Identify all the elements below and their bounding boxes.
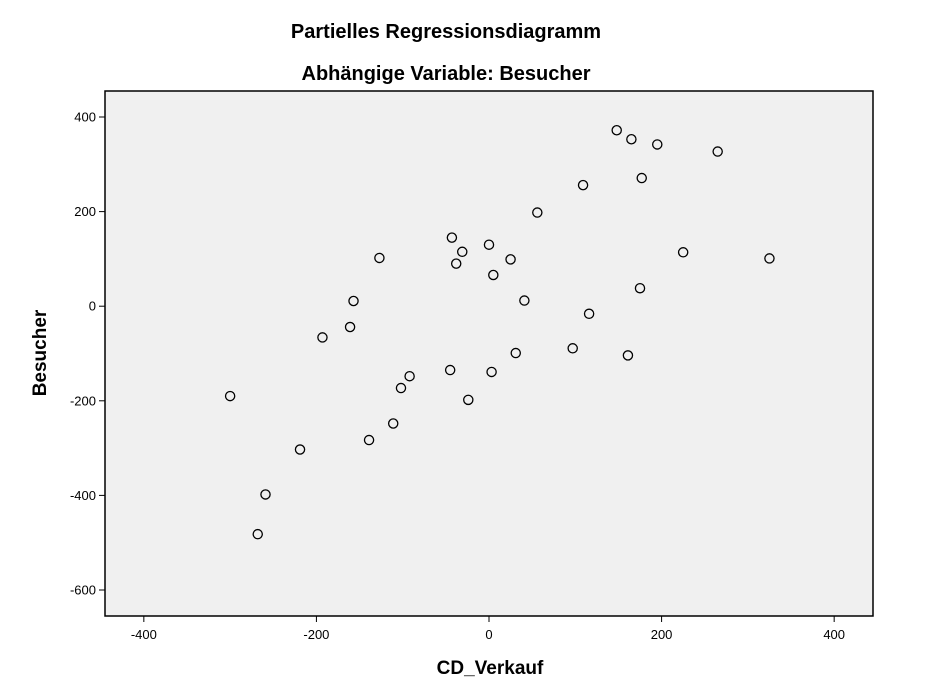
data-points xyxy=(224,125,775,540)
data-point xyxy=(577,179,589,191)
data-point xyxy=(252,528,263,540)
data-point xyxy=(395,382,407,394)
data-point xyxy=(622,350,634,361)
y-tick-label: -200 xyxy=(70,393,96,408)
data-point xyxy=(456,246,468,258)
y-tick-label: -400 xyxy=(70,488,96,503)
data-point xyxy=(567,343,578,354)
data-point xyxy=(634,282,646,294)
data-point xyxy=(626,133,637,145)
data-point xyxy=(486,366,497,378)
data-point xyxy=(446,232,458,243)
data-point xyxy=(488,269,499,281)
x-tick-label: 0 xyxy=(485,627,492,642)
data-point xyxy=(677,247,689,258)
data-point xyxy=(404,370,415,382)
data-point xyxy=(294,444,306,455)
data-point xyxy=(463,394,474,406)
data-point xyxy=(363,434,375,446)
data-point xyxy=(532,207,543,218)
plot-area xyxy=(104,90,874,617)
data-point xyxy=(583,308,595,320)
x-tick-label: 400 xyxy=(823,627,845,642)
data-point xyxy=(444,364,456,376)
x-tick-label: -400 xyxy=(131,627,157,642)
x-axis-ticks: -400 -200 0 200 400 xyxy=(131,616,845,642)
chart-subtitle: Abhängige Variable: Besucher xyxy=(302,63,591,85)
data-point xyxy=(483,239,495,250)
data-point xyxy=(510,347,522,359)
y-tick-label: 0 xyxy=(89,299,96,314)
data-point xyxy=(652,139,663,150)
data-point xyxy=(505,254,516,265)
data-point xyxy=(317,332,328,343)
data-point xyxy=(260,489,271,500)
y-tick-label: 200 xyxy=(74,204,96,219)
x-axis-label: CD_Verkauf xyxy=(437,658,544,679)
x-tick-label: -200 xyxy=(303,627,329,642)
chart-title: Partielles Regressionsdiagramm xyxy=(291,21,601,43)
data-point xyxy=(348,295,359,307)
data-point xyxy=(344,321,356,333)
data-point xyxy=(636,172,647,184)
data-point xyxy=(519,295,530,306)
data-point xyxy=(374,252,385,264)
y-tick-label: -600 xyxy=(70,582,96,597)
y-tick-label: 400 xyxy=(74,110,96,125)
data-point xyxy=(224,390,236,402)
x-tick-label: 200 xyxy=(651,627,673,642)
y-axis-label: Besucher xyxy=(30,309,51,396)
data-point xyxy=(712,146,723,157)
data-point xyxy=(387,418,399,429)
data-point xyxy=(764,253,775,264)
data-point xyxy=(450,258,462,269)
y-axis-ticks: 400 200 0 -200 -400 -600 xyxy=(70,110,105,597)
data-point xyxy=(611,125,622,136)
